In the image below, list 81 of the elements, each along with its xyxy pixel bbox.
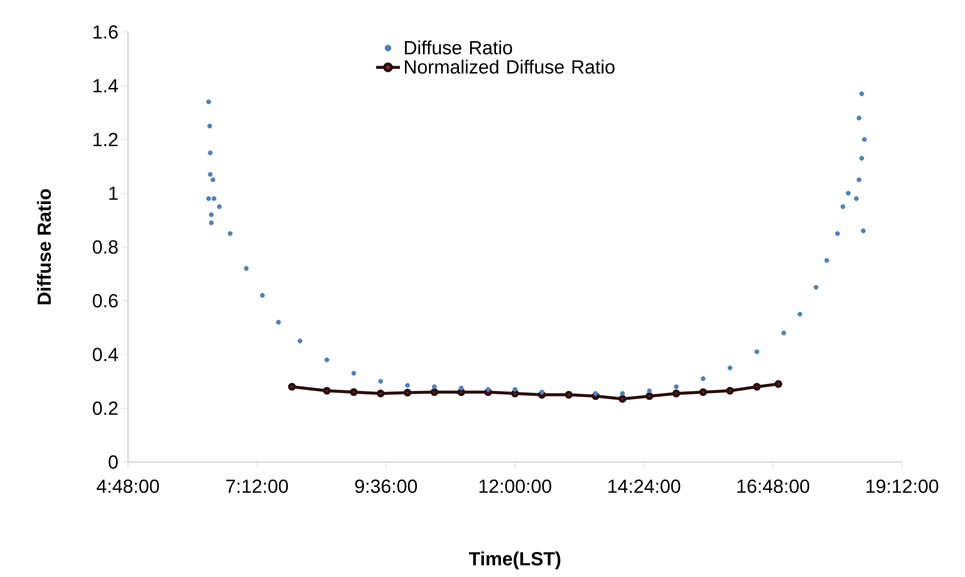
point (699, 388, 708, 396)
point (862, 137, 867, 142)
point (378, 378, 384, 384)
point (854, 196, 859, 202)
point (618, 394, 626, 403)
point (539, 390, 544, 395)
point (432, 384, 437, 390)
point (458, 386, 464, 390)
point (859, 156, 864, 161)
point (228, 231, 233, 236)
point (835, 231, 840, 236)
x-tick-label: 7:12:00 (226, 480, 288, 493)
point (860, 228, 866, 234)
point (856, 116, 862, 120)
point (276, 320, 281, 325)
point (430, 388, 438, 396)
point (208, 220, 214, 226)
point (298, 338, 302, 344)
point (646, 388, 652, 394)
y-tick-label: 1.2 (94, 132, 118, 146)
point (672, 390, 680, 398)
point (859, 91, 864, 96)
point (206, 99, 212, 104)
point (350, 388, 358, 396)
point (840, 204, 846, 210)
point (208, 172, 213, 177)
point (700, 376, 706, 382)
point (376, 390, 385, 398)
point (645, 392, 654, 400)
point (797, 312, 802, 317)
point (512, 387, 518, 392)
y-tick-label: 0.8 (92, 240, 118, 254)
legend-label: Diffuse Ratio (404, 40, 512, 54)
y-tick-label: 0.2 (92, 402, 118, 415)
point (814, 284, 818, 290)
x-tick-label: 14:24:00 (608, 480, 680, 493)
point (288, 382, 296, 391)
y-axis-title: Diffuse Ratio (37, 189, 51, 304)
point (593, 391, 598, 396)
point (774, 380, 782, 388)
point (210, 177, 216, 182)
x-tick-label: 9:36:00 (355, 480, 417, 493)
x-tick-label: 12:00:00 (479, 480, 552, 493)
x-tick-label: 19:12:00 (866, 480, 938, 493)
y-tick-label: 0.6 (92, 294, 118, 308)
point (752, 382, 761, 391)
point (208, 150, 213, 156)
x-tick-label: 16:48:00 (737, 480, 810, 493)
point (457, 388, 466, 396)
point (846, 190, 851, 196)
point (754, 349, 760, 354)
point (824, 258, 830, 263)
point (620, 391, 625, 396)
point (260, 292, 265, 298)
point (324, 357, 330, 362)
y-tick-label: 1.4 (94, 79, 118, 92)
point (212, 196, 216, 202)
point (674, 384, 679, 390)
point (486, 387, 491, 392)
point (206, 196, 212, 202)
y-tick-label: 0 (108, 455, 118, 469)
x-axis-title: Time(LST) (468, 552, 560, 570)
point (781, 330, 786, 336)
y-tick-label: 1 (109, 186, 118, 200)
point (726, 386, 734, 395)
point (564, 390, 573, 399)
point (207, 124, 212, 128)
point (405, 382, 410, 388)
point (244, 266, 249, 271)
point (208, 212, 214, 218)
point (404, 388, 412, 397)
y-tick-label: 0.4 (92, 348, 118, 362)
point (856, 177, 862, 182)
point (322, 386, 331, 395)
point (351, 370, 356, 376)
y-tick-label: 1.6 (94, 25, 118, 39)
x-tick-label: 4:48:00 (96, 480, 159, 493)
point (728, 366, 732, 370)
legend-label: Normalized Diffuse Ratio (404, 60, 614, 74)
point (511, 390, 519, 398)
point (216, 204, 222, 210)
